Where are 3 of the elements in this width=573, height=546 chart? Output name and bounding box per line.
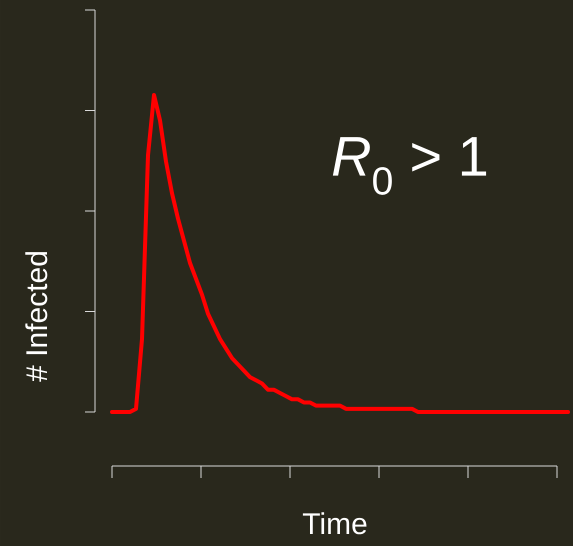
y-axis-title: # Infected bbox=[25, 252, 48, 382]
annotation: R$_{0}$ > 1 bbox=[332, 137, 486, 195]
x-axis-title: Time bbox=[302, 512, 366, 534]
